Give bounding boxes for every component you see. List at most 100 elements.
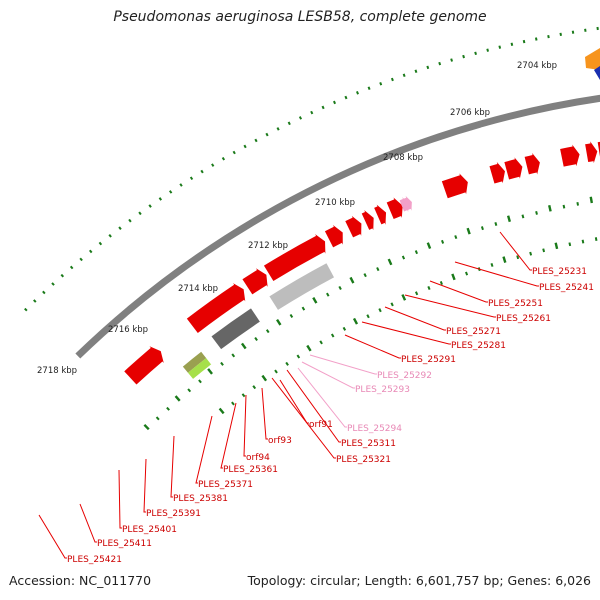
outer-tick <box>510 42 514 46</box>
inner-tick-2 <box>241 393 246 398</box>
leader-line <box>309 354 377 375</box>
inner-tick <box>401 255 406 260</box>
outer-tick <box>474 51 477 56</box>
leader-line <box>220 402 237 469</box>
inner-tick-2 <box>285 361 289 366</box>
gene-label-ples_25321: PLES_25321 <box>336 455 391 465</box>
orange-feature <box>585 48 600 70</box>
inner-tick-2 <box>342 326 347 331</box>
gene-label-orf94: orf94 <box>246 453 270 463</box>
inner-tick-2 <box>378 308 382 313</box>
outer-tick <box>298 116 303 120</box>
inner-tick-2 <box>594 237 598 241</box>
olive-feature <box>182 350 208 373</box>
outer-tick <box>450 58 454 62</box>
outer-tick <box>414 69 418 74</box>
scale-label: 2716 kbp <box>108 325 148 335</box>
accession-text: Accession: NC_011770 <box>9 573 152 588</box>
inner-tick-2 <box>274 369 278 374</box>
inner-tick <box>426 242 432 249</box>
inner-tick-2 <box>401 294 407 301</box>
outer-tick <box>51 282 55 286</box>
inner-tick <box>376 267 380 272</box>
gene-label-ples_25421: PLES_25421 <box>67 555 122 565</box>
gene-label-orf91: orf91 <box>309 420 333 430</box>
inner-tick <box>454 235 458 240</box>
cds-arrow <box>489 162 505 184</box>
pseudo-arrow <box>399 197 409 213</box>
label-leaders <box>38 231 539 559</box>
gene-label-ples_25292: PLES_25292 <box>377 371 432 381</box>
gene-label-ples_25401: PLES_25401 <box>122 525 177 535</box>
outer-tick <box>33 299 37 303</box>
gray-feature <box>269 261 335 310</box>
inner-tick <box>240 342 247 350</box>
inner-tick <box>254 337 258 342</box>
outer-tick <box>243 144 247 149</box>
outer-tick <box>321 105 325 110</box>
gene-label-ples_25411: PLES_25411 <box>97 539 152 549</box>
inner-tick-2 <box>542 248 546 253</box>
outer-tick <box>221 156 226 161</box>
gene-labels: PLES_25231 PLES_25241 PLES_25251 PLES_25261… <box>67 267 594 565</box>
cds-arrow <box>324 224 343 248</box>
outer-tick <box>310 110 314 115</box>
scale-label: 2718 kbp <box>37 366 77 376</box>
gene-label-ples_25281: PLES_25281 <box>451 341 506 351</box>
cds-arrow <box>597 141 600 157</box>
outer-tick <box>356 91 359 95</box>
leader-line <box>261 387 268 440</box>
inner-tick-2 <box>568 242 572 247</box>
inner-tick <box>494 222 498 226</box>
inner-tick-2 <box>366 314 370 319</box>
inner-tick <box>231 353 236 358</box>
cds-arrow <box>242 268 268 295</box>
inner-tick <box>312 297 318 304</box>
leader-line <box>79 503 97 543</box>
leader-line <box>195 415 213 484</box>
outer-tick <box>158 197 163 201</box>
feature-track <box>124 48 600 385</box>
outer-tick <box>42 290 46 295</box>
inner-tick-2 <box>218 407 225 415</box>
gene-label-ples_25291: PLES_25291 <box>401 355 456 365</box>
inner-tick <box>187 388 192 393</box>
outer-tick <box>402 73 406 78</box>
gene-label-ples_25251: PLES_25251 <box>488 299 543 309</box>
outer-tick <box>168 190 173 194</box>
pseudo-arrow <box>402 195 412 211</box>
scale-label: 2714 kbp <box>178 284 218 294</box>
cds-arrow <box>374 204 387 225</box>
inner-tick <box>363 273 367 278</box>
cds-arrow <box>560 144 580 167</box>
outer-tick <box>332 100 337 105</box>
cds-arrow <box>585 141 598 164</box>
leader-line <box>297 367 347 428</box>
inner-tick <box>466 227 471 235</box>
outer-tick <box>128 218 132 223</box>
inner-tick <box>521 214 525 219</box>
leader-line <box>271 377 336 459</box>
leader-line <box>243 394 247 457</box>
inner-tick <box>589 196 594 204</box>
inner-tick <box>480 226 484 231</box>
inner-tick-2 <box>427 286 431 291</box>
inner-tick-ring <box>143 196 594 431</box>
cds-arrow <box>441 173 468 199</box>
inner-tick <box>174 395 181 402</box>
inner-tick-2 <box>352 317 359 325</box>
scale-label: 2708 kbp <box>383 153 423 163</box>
outer-tick <box>232 150 236 155</box>
outer-tick <box>179 183 183 187</box>
gene-label-ples_25261: PLES_25261 <box>496 314 551 324</box>
topology-summary: Topology: circular; Length: 6,601,757 bp… <box>247 573 591 588</box>
inner-tick <box>535 210 538 215</box>
gene-label-ples_25381: PLES_25381 <box>173 494 228 504</box>
outer-tick <box>426 65 430 70</box>
scale-label: 2712 kbp <box>248 241 288 251</box>
inner-tick <box>276 318 282 326</box>
inner-tick <box>265 329 270 334</box>
outer-tick <box>211 163 215 167</box>
outer-tick <box>379 82 383 86</box>
